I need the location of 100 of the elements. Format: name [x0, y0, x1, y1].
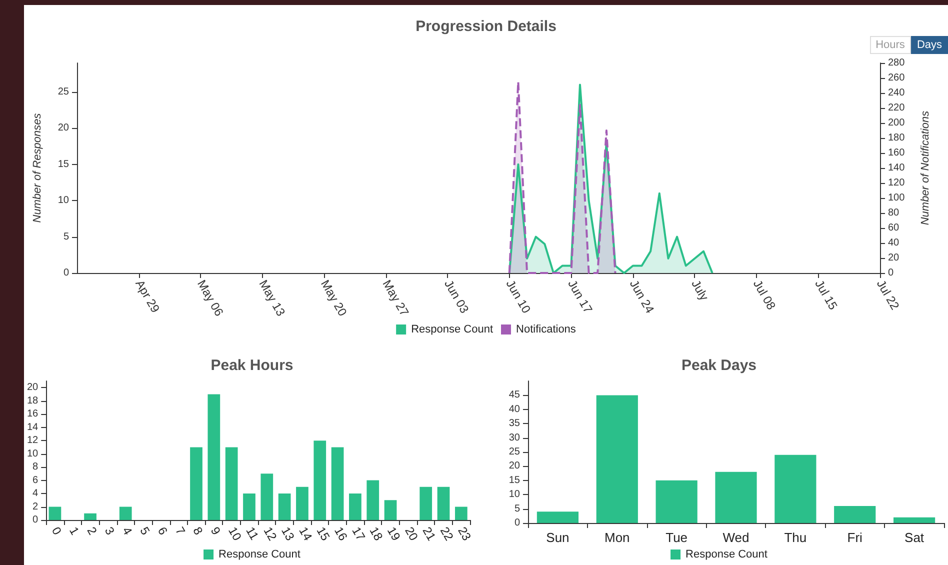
- x-tick-label: Jul 15: [812, 278, 840, 312]
- y-tick-label: 40: [508, 404, 520, 415]
- y-tick-label: 6: [32, 474, 39, 486]
- y2-tick-label: 260: [888, 72, 906, 84]
- bar: [331, 447, 344, 520]
- x-tick-label: Thu: [784, 530, 807, 545]
- bar: [656, 480, 698, 523]
- bar: [349, 494, 362, 520]
- x-tick-label: 9: [208, 524, 224, 538]
- y-tick-label: 0: [32, 514, 39, 526]
- x-tick-label: 22: [437, 524, 456, 544]
- x-tick-label: 18: [366, 524, 386, 544]
- legend-label: Response Count: [218, 548, 300, 560]
- y2-tick-label: 40: [888, 238, 900, 248]
- legend-label: Notifications: [516, 324, 576, 336]
- y-tick-label: 2: [32, 501, 39, 512]
- x-tick-label: 19: [384, 524, 404, 544]
- y-tick-label: 10: [58, 195, 70, 206]
- bar: [119, 506, 132, 520]
- chart-title: Progression Details: [416, 18, 556, 35]
- legend-label: Response Count: [686, 548, 768, 560]
- x-tick-label: Jul 22: [874, 278, 902, 312]
- y2-tick-label: 200: [888, 118, 906, 128]
- x-tick-label: 3: [102, 524, 118, 538]
- y-tick-label: 25: [508, 446, 520, 458]
- x-tick-label: 13: [278, 524, 298, 544]
- x-tick-label: Jun 24: [626, 278, 658, 316]
- y2-tick-label: 240: [888, 88, 906, 98]
- x-tick-label: Jul 08: [750, 278, 779, 312]
- text: Hours: [870, 36, 911, 54]
- bar: [208, 394, 220, 520]
- y-tick-label: 18: [27, 395, 39, 406]
- text: Days: [910, 36, 948, 54]
- y2-tick-label: 180: [888, 132, 906, 144]
- y2-tick-label: 280: [888, 58, 906, 68]
- y2-tick-label: 220: [888, 102, 906, 114]
- x-tick-label: Mon: [604, 530, 630, 545]
- x-tick-label: 15: [314, 524, 333, 544]
- x-tick-label: 17: [349, 524, 368, 544]
- x-tick-label: Jun 03: [442, 278, 472, 316]
- y-tick-label: 20: [58, 122, 70, 134]
- y-tick-label: 0: [63, 268, 70, 278]
- y2-axis-title: Number of Notifications: [920, 110, 932, 226]
- y-tick-label: 20: [27, 382, 39, 394]
- y-axis-title: Number of Responses: [32, 112, 44, 223]
- x-tick-label: 16: [331, 524, 350, 544]
- y2-tick-label: 160: [888, 148, 906, 158]
- bar: [384, 500, 397, 520]
- x-tick-label: 10: [226, 524, 244, 544]
- bar: [314, 440, 326, 520]
- x-tick-label: Tue: [666, 530, 688, 545]
- x-tick-label: 7: [172, 524, 188, 538]
- y-tick-label: 25: [58, 86, 70, 98]
- x-tick-label: 21: [420, 524, 439, 544]
- y-tick-label: 15: [58, 158, 70, 170]
- bar: [243, 494, 256, 520]
- y-tick-label: 30: [508, 432, 520, 444]
- bar: [437, 486, 450, 520]
- y-tick-label: 20: [508, 460, 520, 472]
- bar: [596, 395, 638, 523]
- x-tick-label: 20: [402, 524, 422, 544]
- x-tick-label: 1: [66, 524, 82, 538]
- bar: [536, 512, 579, 523]
- y2-tick-label: 0: [888, 268, 894, 278]
- bar: [834, 506, 876, 523]
- chart-title: Peak Days: [681, 357, 757, 374]
- y-tick-label: 15: [508, 474, 520, 486]
- y-tick-label: 12: [27, 435, 39, 446]
- x-tick-label: 23: [455, 524, 474, 544]
- x-tick-label: 11: [243, 524, 262, 543]
- x-tick-label: 14: [296, 524, 316, 544]
- x-tick-label: Jun 17: [565, 278, 596, 316]
- bar: [420, 486, 432, 520]
- bar: [893, 517, 936, 523]
- bar: [715, 472, 757, 523]
- bar: [454, 506, 468, 520]
- chart-title: Peak Hours: [210, 357, 294, 374]
- x-tick-label: 8: [190, 524, 206, 538]
- y-tick-label: 4: [32, 488, 39, 500]
- x-tick-label: July: [688, 278, 712, 303]
- x-tick-label: 12: [260, 524, 280, 544]
- x-tick-label: 5: [137, 524, 153, 538]
- y-tick-label: 45: [508, 390, 520, 401]
- y2-tick-label: 60: [888, 222, 900, 234]
- x-tick-label: 4: [120, 524, 136, 538]
- bar: [48, 506, 62, 520]
- x-tick-label: 2: [84, 524, 100, 538]
- bar: [190, 447, 202, 520]
- y-tick-label: 5: [63, 231, 70, 242]
- x-tick-label: Apr 29: [132, 278, 163, 316]
- x-tick-label: Jun 10: [503, 278, 534, 316]
- y-tick-label: 10: [508, 489, 520, 500]
- x-tick-label: Fri: [847, 530, 863, 545]
- legend-label: Response Count: [411, 324, 494, 336]
- y2-tick-label: 80: [888, 208, 900, 218]
- y2-tick-label: 20: [888, 252, 900, 264]
- bar: [225, 447, 238, 520]
- x-tick-label: Sat: [904, 530, 924, 545]
- y-tick-label: 10: [27, 448, 39, 460]
- bar: [278, 494, 291, 520]
